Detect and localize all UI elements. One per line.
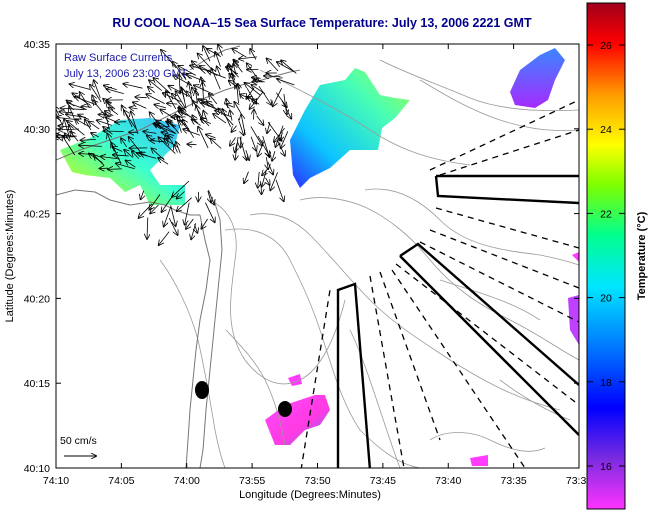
current-vector [40, 116, 54, 117]
x-tick-label: 73:35 [500, 475, 526, 487]
y-tick-label: 40:30 [24, 124, 50, 136]
y-tick-label: 40:10 [24, 463, 50, 475]
x-tick-label: 74:05 [108, 475, 134, 487]
y-tick-label: 40:35 [24, 39, 50, 51]
current-vector [261, 183, 262, 194]
plot-area [39, 44, 579, 470]
figure-title: RU COOL NOAA–15 Sea Surface Temperature:… [112, 16, 532, 30]
colorbar-tick-label: 16 [600, 461, 612, 473]
y-tick-label: 40:15 [24, 378, 50, 390]
scale-label: 50 cm/s [60, 435, 97, 447]
current-vector [129, 132, 137, 133]
colorbar-tick-label: 24 [600, 124, 612, 136]
colorbar-tick-label: 18 [600, 377, 612, 389]
colorbar-tick-label: 20 [600, 293, 612, 305]
colorbar: 26 24 22 20 18 16 Temperature (°C) [587, 3, 648, 509]
colorbar-scale [587, 3, 625, 509]
colorbar-label: Temperature (°C) [636, 211, 648, 300]
station-marker [278, 401, 292, 417]
x-tick-label: 73:50 [304, 475, 330, 487]
x-tick-label: 73:40 [435, 475, 461, 487]
y-tick-label: 40:25 [24, 209, 50, 221]
x-tick-label: 74:10 [43, 475, 69, 487]
overlay-timestamp: July 13, 2006 23:00 GMT [64, 68, 188, 80]
current-vector [187, 144, 196, 145]
colorbar-tick-label: 26 [600, 40, 612, 52]
x-tick-label: 73:55 [239, 475, 265, 487]
current-vector [39, 97, 53, 113]
x-tick-label: 73:45 [370, 475, 396, 487]
y-tick-label: 40:20 [24, 293, 50, 305]
y-axis-label: Latitude (Degrees:Minutes) [4, 190, 16, 323]
x-axis-label: Longitude (Degrees:Minutes) [239, 489, 381, 501]
colorbar-tick-label: 22 [600, 208, 612, 220]
current-vector [254, 110, 255, 120]
x-tick-label: 74:00 [174, 475, 200, 487]
overlay-title: Raw Surface Currents [64, 52, 173, 64]
station-marker [195, 381, 209, 399]
current-vector [104, 131, 124, 132]
